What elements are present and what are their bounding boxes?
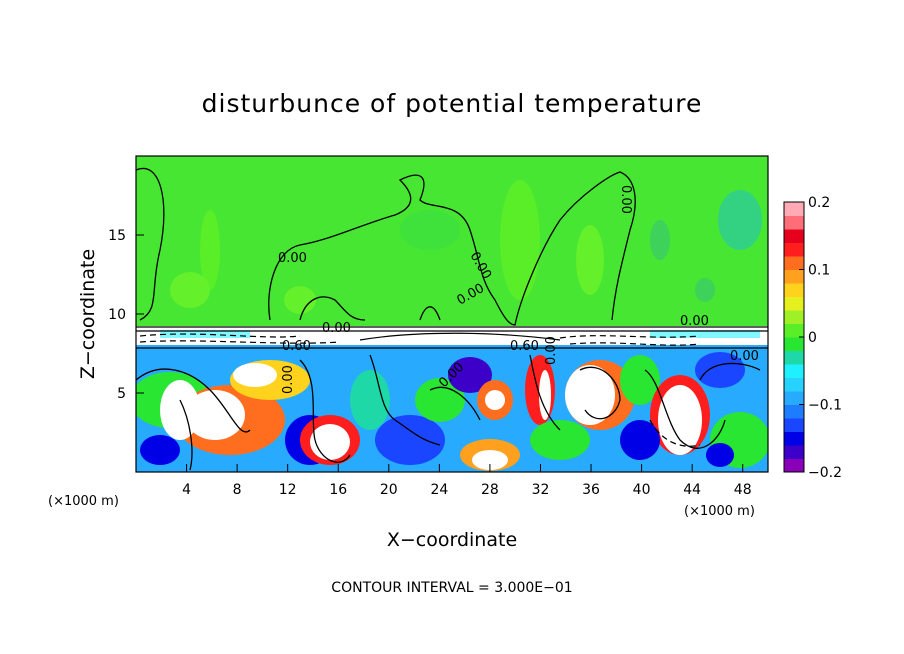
- colorbar-swatch: [784, 337, 804, 351]
- contour-label: 0.60: [282, 339, 311, 354]
- colorbar-swatch: [784, 458, 804, 473]
- contour-label: 0.00: [544, 336, 559, 365]
- contour-lines: [136, 167, 761, 471]
- colorbar-swatch: [784, 404, 804, 419]
- band-contours: [136, 326, 768, 349]
- colorbar-swatch: [784, 202, 804, 216]
- x-tick-label: 28: [481, 482, 499, 498]
- y-axis: 5 10 15: [108, 228, 144, 402]
- colorbar-tick-label: 0.1: [808, 263, 830, 279]
- colorbar-tick-label: −0.1: [808, 398, 842, 414]
- x-tick-label: 32: [532, 482, 550, 498]
- colorbar-swatch: [784, 256, 804, 270]
- upper-patches: [170, 180, 762, 314]
- contour-label: 0.00: [730, 349, 759, 364]
- colorbar-swatch: [784, 215, 804, 230]
- contour-interval-note: CONTOUR INTERVAL = 3.000E−01: [331, 580, 572, 596]
- colorbar-swatch: [784, 269, 804, 284]
- colorbar-swatch: [784, 242, 804, 257]
- contour-label: 0.00: [322, 321, 351, 336]
- colorbar-swatch: [784, 310, 804, 324]
- colorbar-tick-label: −0.2: [808, 465, 842, 481]
- colorbar-swatch: [784, 377, 804, 392]
- colorbar-swatch: [784, 364, 804, 378]
- colorbar-swatch: [784, 283, 804, 297]
- colorbar-tick-label: 0.2: [808, 195, 830, 211]
- x-unit-right: (×1000 m): [684, 504, 755, 519]
- colorbar-swatch: [784, 431, 804, 446]
- x-axis: 4 8 12 16 20 24 28 32 36 40 44 48: [182, 464, 752, 498]
- y-tick-label: 15: [108, 228, 126, 244]
- x-tick-label: 4: [182, 482, 191, 498]
- lower-layer-field: [136, 345, 768, 472]
- contour-label: 0.00: [281, 365, 296, 394]
- plot-area: [136, 156, 768, 472]
- colorbar-swatch: [784, 445, 804, 459]
- x-tick-label: 20: [380, 482, 398, 498]
- contour-label: 0.60: [510, 339, 539, 354]
- contour-label: 0.00: [278, 251, 307, 266]
- y-tick-label: 5: [117, 386, 126, 402]
- x-tick-label: 48: [734, 482, 752, 498]
- colorbar-swatch: [784, 391, 804, 405]
- x-tick-label: 36: [582, 482, 600, 498]
- x-tick-label: 12: [279, 482, 297, 498]
- y-tick-label: 10: [108, 307, 126, 323]
- chart-title: disturbunce of potential temperature: [202, 89, 703, 118]
- contour-label: 0.00: [680, 314, 709, 329]
- colorbar: 0.2 0.1 0 −0.1 −0.2: [783, 195, 842, 481]
- x-tick-label: 16: [329, 482, 347, 498]
- colorbar-swatch: [784, 418, 804, 432]
- y-axis-label: Z−coordinate: [77, 249, 99, 379]
- colorbar-swatch: [784, 323, 804, 338]
- colorbar-swatch: [784, 296, 804, 311]
- colorbar-swatch: [784, 350, 804, 365]
- colorbar-swatch: [784, 229, 804, 243]
- contour-label: 0.00: [618, 185, 633, 214]
- x-tick-label: 40: [633, 482, 651, 498]
- x-tick-label: 8: [233, 482, 242, 498]
- x-unit-left: (×1000 m): [48, 494, 119, 509]
- colorbar-tick-label: 0: [808, 330, 817, 346]
- x-tick-label: 44: [683, 482, 701, 498]
- x-tick-label: 24: [430, 482, 448, 498]
- x-axis-label: X−coordinate: [387, 529, 517, 551]
